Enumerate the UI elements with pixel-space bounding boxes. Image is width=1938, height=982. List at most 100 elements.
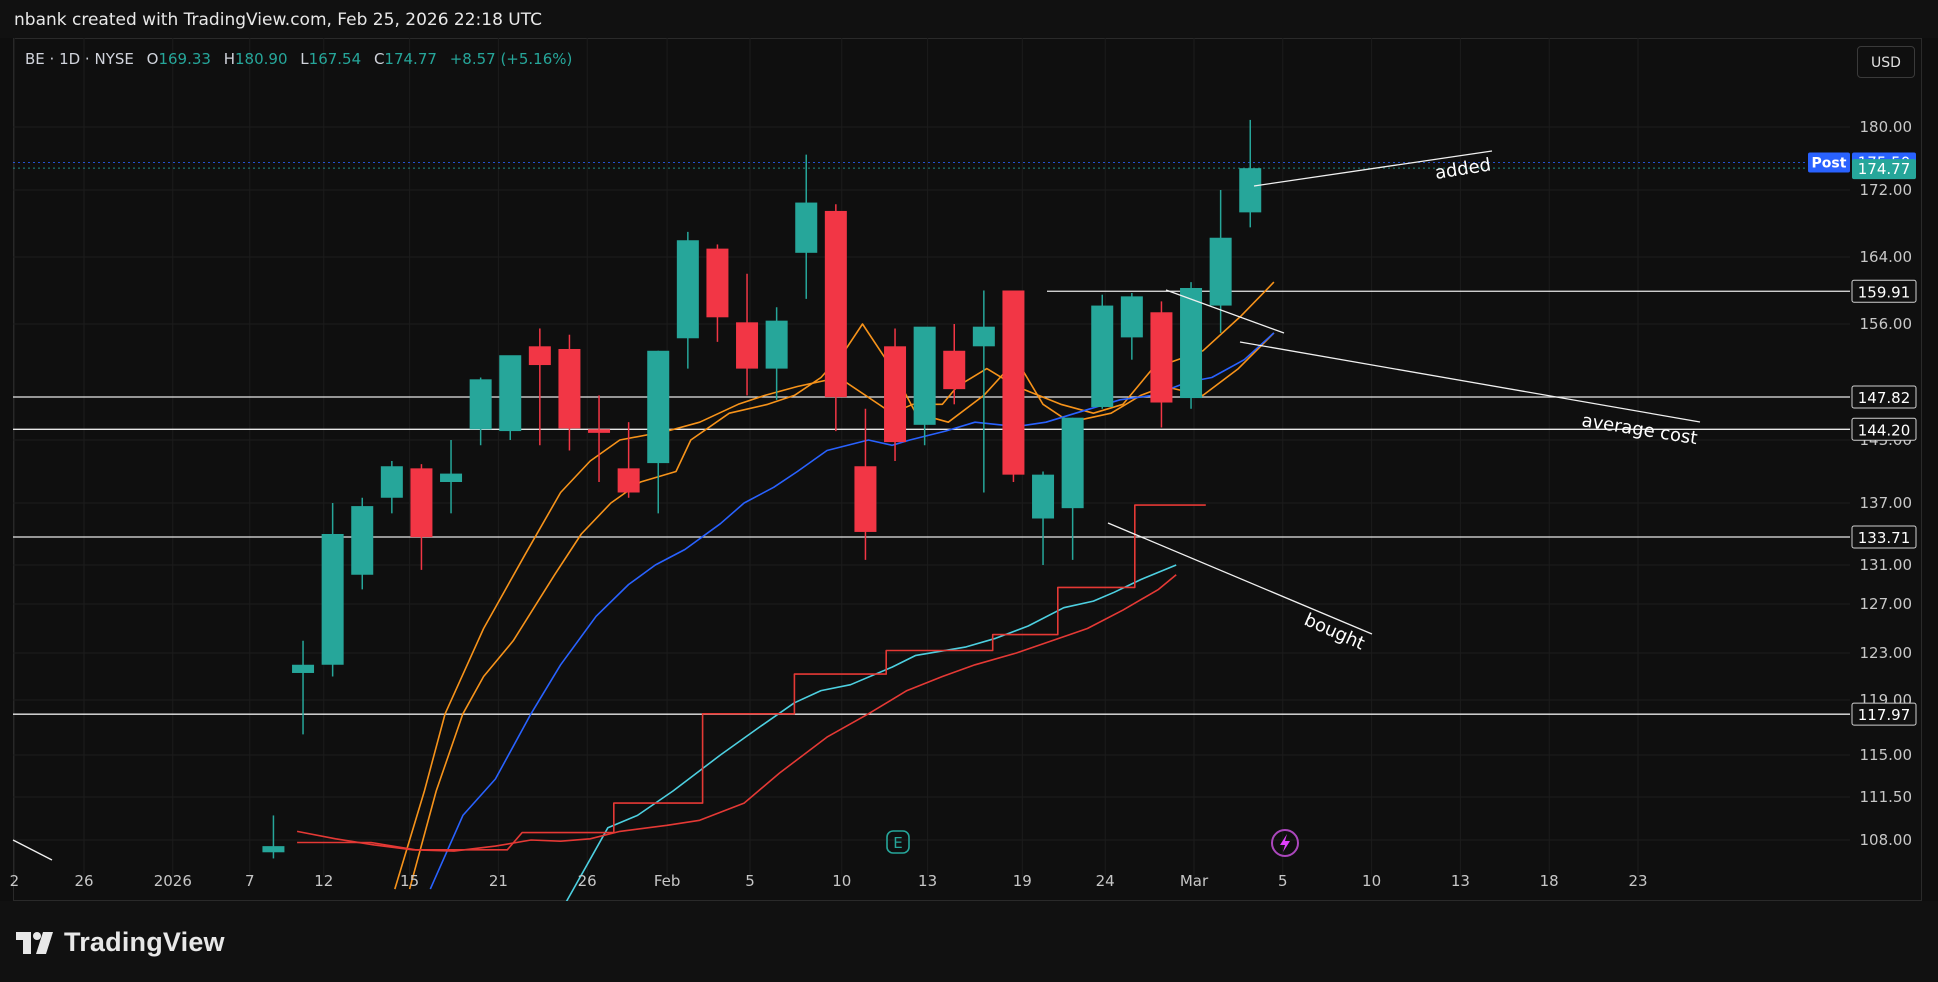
candles [262, 119, 1262, 859]
tradingview-logo-icon [16, 931, 53, 954]
close-key: C [373, 50, 385, 68]
logo-text: TradingView [64, 927, 225, 957]
time-tick-label: 15 [400, 872, 419, 890]
post-tag [1808, 152, 1850, 173]
level-badge-label: 117.97 [1858, 706, 1911, 724]
indicator-line [296, 574, 1177, 852]
price-tick-label: 156.00 [1860, 315, 1913, 333]
candle-body [440, 473, 463, 482]
price-tick-label: 127.00 [1860, 595, 1913, 613]
price-tick-label: 123.00 [1860, 644, 1913, 662]
time-tick-label: 2 [10, 872, 20, 890]
time-tick-label: 26 [578, 872, 597, 890]
price-tick-label: 111.50 [1860, 788, 1913, 806]
chart-pane[interactable] [13, 38, 1922, 901]
candle-body [292, 664, 315, 673]
indicator-lines [296, 281, 1275, 902]
time-axis: 2 26 2026 7 12 15 21 26 Feb 5 10 13 19 24 Mar 5 10 13 18 23 [10, 872, 1648, 890]
open-key: O [146, 50, 159, 68]
level-badge-label: 133.71 [1858, 529, 1911, 547]
price-tick-label: 172.00 [1860, 181, 1913, 199]
horizontal-levels [13, 161, 1850, 715]
candle-body [1180, 287, 1203, 399]
time-tick-label: 12 [314, 872, 333, 890]
annotation-line-bought [1107, 522, 1373, 635]
annotation-bought: bought [1301, 609, 1368, 654]
annotation-average-cost: average cost [1580, 410, 1699, 449]
close-value: 174.77 [384, 50, 437, 68]
price-tick-label: 108.00 [1860, 831, 1913, 849]
candle-body [943, 350, 966, 390]
tradingview-logo[interactable]: TradingView [16, 927, 225, 958]
ohlc-legend: BE · 1D · NYSE O169.33 H180.90 L167.54 C… [25, 50, 572, 68]
candle-body [1091, 305, 1114, 407]
candle-body [380, 466, 403, 498]
last-price-badge [1852, 159, 1916, 180]
level-badge [1851, 385, 1917, 409]
candle-body [795, 202, 818, 253]
time-tick-label: 10 [832, 872, 851, 890]
low-key: L [300, 50, 309, 68]
candle-body [410, 468, 433, 538]
candle-body [1120, 296, 1143, 338]
time-tick-label: 18 [1540, 872, 1559, 890]
time-tick-label: 26 [74, 872, 93, 890]
time-tick-label: 2026 [154, 872, 192, 890]
attribution-bar: nbank created with TradingView.com, Feb … [0, 0, 1938, 38]
level-badge [1851, 417, 1917, 441]
candle-body [1061, 417, 1084, 509]
symbol-label[interactable]: BE · 1D · NYSE [25, 50, 134, 68]
level-badge [1851, 702, 1917, 726]
candle-body [1002, 290, 1025, 475]
candle-body [321, 534, 344, 665]
level-badge [1851, 279, 1917, 303]
candle-body [588, 429, 611, 433]
candle-body [469, 379, 492, 430]
annotation-line-average-cost-2 [1165, 289, 1285, 334]
price-tick-label: 131.00 [1860, 556, 1913, 574]
candle-body [528, 346, 551, 366]
time-tick-label: 21 [489, 872, 508, 890]
candle-body [824, 210, 847, 398]
indicator-line [429, 332, 1275, 890]
price-axis: 108.00111.50115.00119.00123.00127.00131.… [1808, 118, 1917, 849]
candle-body [351, 506, 374, 575]
candle-body [972, 326, 995, 347]
time-tick-label: 23 [1628, 872, 1647, 890]
post-tag-label: Post [1812, 155, 1847, 171]
time-tick-label: 19 [1013, 872, 1032, 890]
earnings-marker-label: E [893, 834, 902, 852]
candle-body [558, 348, 581, 429]
candle-body [647, 350, 670, 464]
time-tick-label: 24 [1096, 872, 1115, 890]
price-tick-label: 164.00 [1860, 248, 1913, 266]
candle-body [262, 846, 285, 853]
time-tick-label: 10 [1362, 872, 1381, 890]
time-tick-label: 13 [918, 872, 937, 890]
candle-body [913, 326, 936, 425]
last-price-label: 174.77 [1858, 160, 1911, 178]
candle-body [765, 320, 788, 369]
time-tick-label: Feb [654, 872, 681, 890]
candle-body [1239, 168, 1262, 213]
low-value: 167.54 [308, 50, 362, 68]
candle-body [1032, 474, 1055, 519]
candle-body [499, 355, 522, 432]
indicator-line [565, 564, 1177, 902]
level-badge [1851, 525, 1917, 549]
flash-event-icon [1271, 829, 1299, 857]
indicator-line [297, 504, 1206, 851]
earnings-marker [886, 830, 910, 854]
candle-body [1209, 237, 1232, 306]
time-tick-label: 13 [1451, 872, 1470, 890]
attribution-text: nbank created with TradingView.com, Feb … [14, 10, 543, 30]
candle-body [676, 240, 699, 339]
candle-body [1150, 312, 1173, 403]
currency-button[interactable]: USD [1857, 46, 1915, 78]
price-tick-label: 180.00 [1860, 118, 1913, 136]
time-tick-label: Mar [1180, 872, 1209, 890]
grid [13, 38, 1850, 876]
candle-body [854, 466, 877, 532]
price-tick-label: 115.00 [1860, 746, 1913, 764]
